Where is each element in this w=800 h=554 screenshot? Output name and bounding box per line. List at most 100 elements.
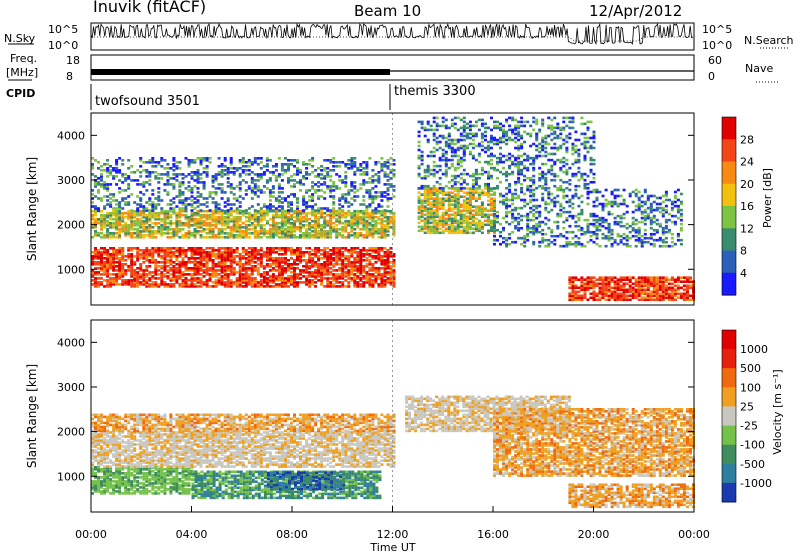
power-cell [232,224,236,227]
power-cell [259,211,263,215]
power-cell [160,230,164,233]
power-cell [490,158,493,162]
power-cell [211,269,215,272]
power-cell [247,224,251,227]
power-cell [459,176,463,180]
power-cell [256,267,260,270]
power-cell [493,201,496,204]
power-cell [103,207,107,210]
power-cell [250,251,254,254]
power-cell [380,263,384,266]
power-cell [220,283,224,286]
power-cell [462,199,466,202]
power-cell [317,275,321,278]
power-cell [386,228,390,231]
power-cell [329,224,333,227]
power-cell [484,138,487,142]
power-cell [139,230,143,233]
power-cell [344,279,348,282]
power-cell [374,221,378,225]
power-cell [368,234,372,237]
power-cell [326,207,330,210]
power-cell [353,285,357,288]
power-cell [520,206,524,210]
power-cell [299,213,302,217]
power-cell [338,199,342,202]
power-cell [91,273,94,276]
power-cell [115,217,119,221]
power-cell [247,228,251,231]
power-cell [184,273,188,276]
power-cell [505,134,509,138]
power-cell [226,226,230,229]
power-cell [344,267,348,270]
power-cell [139,213,143,217]
power-cell [499,126,502,130]
power-cell [417,134,421,138]
power-cell [284,247,287,250]
power-cell [544,178,548,182]
power-cell [302,163,306,166]
power-cell [169,219,173,223]
power-cell [535,204,539,208]
power-cell [453,126,457,130]
power-cell [311,165,315,168]
power-cell [226,215,230,219]
power-cell [223,169,227,172]
power-cell [308,281,312,284]
power-cell [426,201,430,204]
power-cell [374,173,378,176]
power-cell [450,195,454,198]
power-cell [474,227,478,231]
power-cell [302,226,306,229]
power-cell [223,261,227,264]
power-cell [280,269,284,272]
power-cell [253,209,257,212]
power-cell [520,172,524,176]
power-cell [444,223,448,227]
power-cell [148,285,152,288]
power-cell [538,204,542,208]
power-cell [160,228,164,231]
power-cell [438,217,442,221]
power-cell [353,181,357,184]
power-cell [490,201,493,204]
power-cell [220,191,224,194]
power-cell [474,191,478,194]
power-cell [371,215,375,219]
power-cell [277,265,281,268]
power-cell [154,269,158,272]
power-cell [103,195,107,198]
cpid-label: CPID [6,87,35,100]
power-cell [217,187,221,190]
power-cell [468,124,472,128]
power-cell [190,283,194,286]
power-cell [97,181,100,184]
power-cell [296,259,299,262]
power-cell [190,255,194,258]
power-cell [154,197,158,200]
power-cell [435,142,439,146]
power-cell [299,255,302,258]
power-cell [371,228,375,231]
power-cell [181,259,185,262]
power-cell [202,221,206,225]
power-cell [154,249,158,252]
power-cell [550,138,554,142]
power-cell [332,269,336,272]
power-cell [520,170,524,174]
power-cell [94,230,97,233]
power-cell [487,148,490,152]
power-cell [205,267,209,270]
power-cell [323,265,327,268]
power-cell [274,209,278,213]
power-cell [535,154,539,158]
power-cell [293,179,296,182]
power-cell [380,285,384,288]
power-cell [280,217,284,221]
power-cell [450,164,454,168]
power-cell [235,249,239,252]
power-cell [163,217,167,221]
power-cell [178,185,182,188]
power-cell [308,226,312,229]
